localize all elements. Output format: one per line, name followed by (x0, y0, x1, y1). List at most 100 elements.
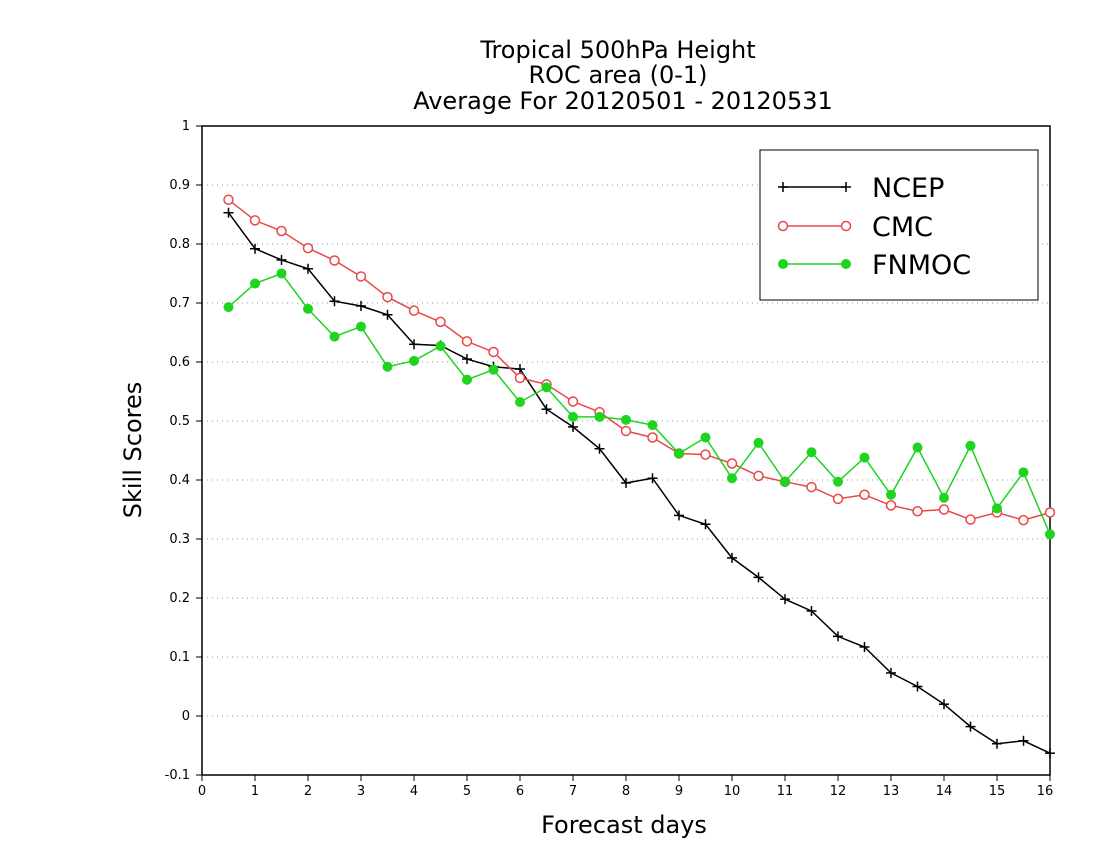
chart-title-line-2: ROC area (0-1) (528, 61, 707, 89)
series-line-fnmoc (228, 272, 1051, 535)
data-point-fnmoc (329, 331, 340, 342)
data-point-cmc (223, 194, 234, 205)
data-point-fnmoc (303, 303, 313, 314)
legend-label-ncep: NCEP (872, 173, 944, 204)
x-tick-label: 12 (830, 784, 847, 799)
data-point-ncep (356, 300, 366, 311)
x-axis-title: Forecast days (541, 811, 707, 839)
y-tick-label: 0.9 (169, 178, 190, 193)
x-tick-label: 1 (251, 784, 259, 799)
legend-marker-cmc (777, 220, 852, 232)
data-point-cmc (567, 396, 579, 407)
data-point-fnmoc (700, 432, 711, 443)
data-point-fnmoc (674, 448, 684, 459)
data-point-ncep (806, 605, 817, 616)
data-point-fnmoc (223, 302, 234, 313)
data-point-ncep (753, 572, 764, 583)
x-tick-label: 6 (516, 784, 524, 799)
legend-marker-ncep (778, 182, 851, 192)
y-tick-label: 0.5 (169, 414, 190, 429)
series-cmc (223, 194, 1056, 526)
data-point-cmc (726, 458, 738, 469)
data-point-cmc (249, 215, 261, 226)
data-point-ncep (833, 631, 843, 642)
data-point-cmc (461, 336, 473, 347)
data-point-ncep (886, 667, 896, 678)
data-point-fnmoc (753, 437, 764, 448)
data-point-ncep (780, 594, 790, 605)
data-point-cmc (832, 493, 844, 505)
data-point-ncep (859, 641, 870, 652)
data-point-fnmoc (806, 447, 817, 458)
data-point-cmc (408, 305, 420, 316)
legend-marker-fnmoc (778, 259, 851, 269)
data-point-ncep (276, 254, 287, 265)
data-point-cmc (859, 489, 870, 500)
y-tick-label: 0.2 (169, 591, 190, 606)
y-tick-label: 1 (182, 119, 190, 134)
legend-box (759, 149, 1039, 301)
legend-label-fnmoc: FNMOC (872, 250, 971, 281)
x-tick-label: 15 (989, 784, 1006, 799)
data-point-fnmoc (992, 503, 1002, 514)
data-point-cmc (700, 449, 711, 460)
chart-title-line-3: Average For 20120501 - 20120531 (413, 87, 833, 115)
x-tick-label: 14 (936, 784, 953, 799)
x-tick-label: 10 (724, 784, 741, 799)
data-point-fnmoc (250, 278, 260, 289)
data-point-ncep (303, 263, 313, 274)
data-series (223, 194, 1056, 759)
data-point-fnmoc (727, 473, 737, 484)
data-point-fnmoc (886, 489, 896, 500)
data-point-ncep (674, 510, 684, 521)
data-point-fnmoc (409, 355, 419, 366)
data-point-ncep (992, 738, 1002, 749)
data-point-cmc (355, 271, 367, 282)
legend-label-cmc: CMC (872, 212, 933, 243)
data-point-fnmoc (912, 442, 923, 453)
data-point-fnmoc (568, 411, 578, 422)
data-point-fnmoc (965, 440, 976, 451)
data-point-ncep (939, 699, 949, 710)
data-point-fnmoc (488, 364, 499, 375)
y-tick-label: 0.8 (169, 237, 190, 252)
x-tick-label: 2 (304, 784, 312, 799)
data-point-cmc (435, 316, 446, 328)
data-point-fnmoc (833, 476, 843, 487)
x-tick-label: 5 (463, 784, 471, 799)
data-point-fnmoc (1018, 467, 1029, 478)
data-point-cmc (276, 225, 287, 237)
x-tick-label: 8 (622, 784, 630, 799)
y-tick-label: 0.1 (169, 650, 190, 665)
data-point-cmc (965, 514, 976, 525)
data-point-cmc (1044, 507, 1056, 518)
data-point-cmc (329, 255, 340, 266)
data-point-ncep (1018, 735, 1029, 746)
data-point-fnmoc (435, 341, 446, 352)
x-tick-label: 16 (1037, 784, 1054, 799)
x-tick-label: 0 (198, 784, 206, 799)
data-point-ncep (223, 207, 234, 218)
x-tick-label: 9 (675, 784, 683, 799)
data-point-fnmoc (276, 268, 287, 279)
data-point-ncep (727, 552, 737, 563)
y-tick-label: 0 (182, 709, 190, 724)
x-tick-label: 4 (410, 784, 418, 799)
data-point-ncep (409, 339, 419, 350)
data-point-cmc (806, 481, 817, 493)
data-point-fnmoc (356, 321, 366, 332)
data-point-fnmoc (1045, 529, 1055, 540)
data-point-fnmoc (939, 492, 949, 503)
x-tick-label: 13 (883, 784, 900, 799)
chart-title-line-1: Tropical 500hPa Height (479, 36, 755, 64)
x-tick-label: 3 (357, 784, 365, 799)
data-point-ncep (912, 681, 923, 692)
data-point-cmc (302, 242, 314, 254)
data-point-ncep (965, 721, 976, 732)
data-point-fnmoc (541, 382, 552, 393)
data-point-cmc (912, 506, 923, 517)
series-line-ncep (227, 212, 1051, 754)
y-axis-title: Skill Scores (119, 382, 147, 519)
